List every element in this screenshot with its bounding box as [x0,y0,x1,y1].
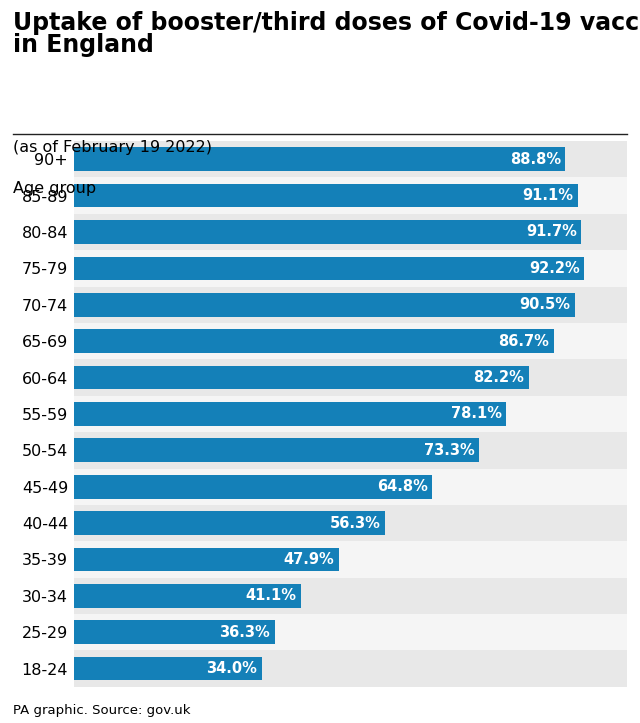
Bar [74,177,627,214]
Text: 56.3%: 56.3% [330,515,381,531]
Bar [74,656,262,680]
Bar [74,584,301,608]
Bar [74,475,433,499]
Text: Age group: Age group [13,181,96,196]
Bar [74,359,627,395]
Text: 91.7%: 91.7% [526,224,577,239]
Bar [74,578,627,614]
Text: 36.3%: 36.3% [220,625,270,640]
Bar [74,542,627,578]
Text: Uptake of booster/third doses of Covid-19 vaccine: Uptake of booster/third doses of Covid-1… [13,11,640,35]
Text: 86.7%: 86.7% [499,333,549,348]
Text: 82.2%: 82.2% [474,370,524,385]
Bar [74,395,627,432]
Bar [74,547,339,571]
Bar [74,438,479,462]
Text: 78.1%: 78.1% [451,406,502,422]
Bar [74,323,627,359]
Text: 64.8%: 64.8% [377,479,428,495]
Bar [74,366,529,390]
Bar [74,214,627,250]
Text: 41.1%: 41.1% [246,589,297,604]
Bar [74,147,565,171]
Bar [74,402,506,426]
Bar [74,257,584,281]
Bar [74,184,578,208]
Text: in England: in England [13,33,154,56]
Text: 73.3%: 73.3% [424,442,475,458]
Text: PA graphic. Source: gov.uk: PA graphic. Source: gov.uk [13,704,190,717]
Text: 92.2%: 92.2% [529,261,580,276]
Bar [74,620,275,644]
Bar [74,250,627,286]
Bar [74,329,554,353]
Bar [74,505,627,542]
Bar [74,469,627,505]
Bar [74,293,575,317]
Bar [74,614,627,651]
Bar [74,286,627,323]
Bar [74,511,385,535]
Bar [74,220,581,244]
Text: 90.5%: 90.5% [519,297,570,312]
Bar [74,651,627,687]
Bar [74,432,627,469]
Text: 34.0%: 34.0% [207,661,257,676]
Bar [74,141,627,177]
Text: (as of February 19 2022): (as of February 19 2022) [13,140,212,155]
Text: 88.8%: 88.8% [509,152,561,167]
Text: 91.1%: 91.1% [522,188,573,203]
Text: 47.9%: 47.9% [284,552,334,567]
